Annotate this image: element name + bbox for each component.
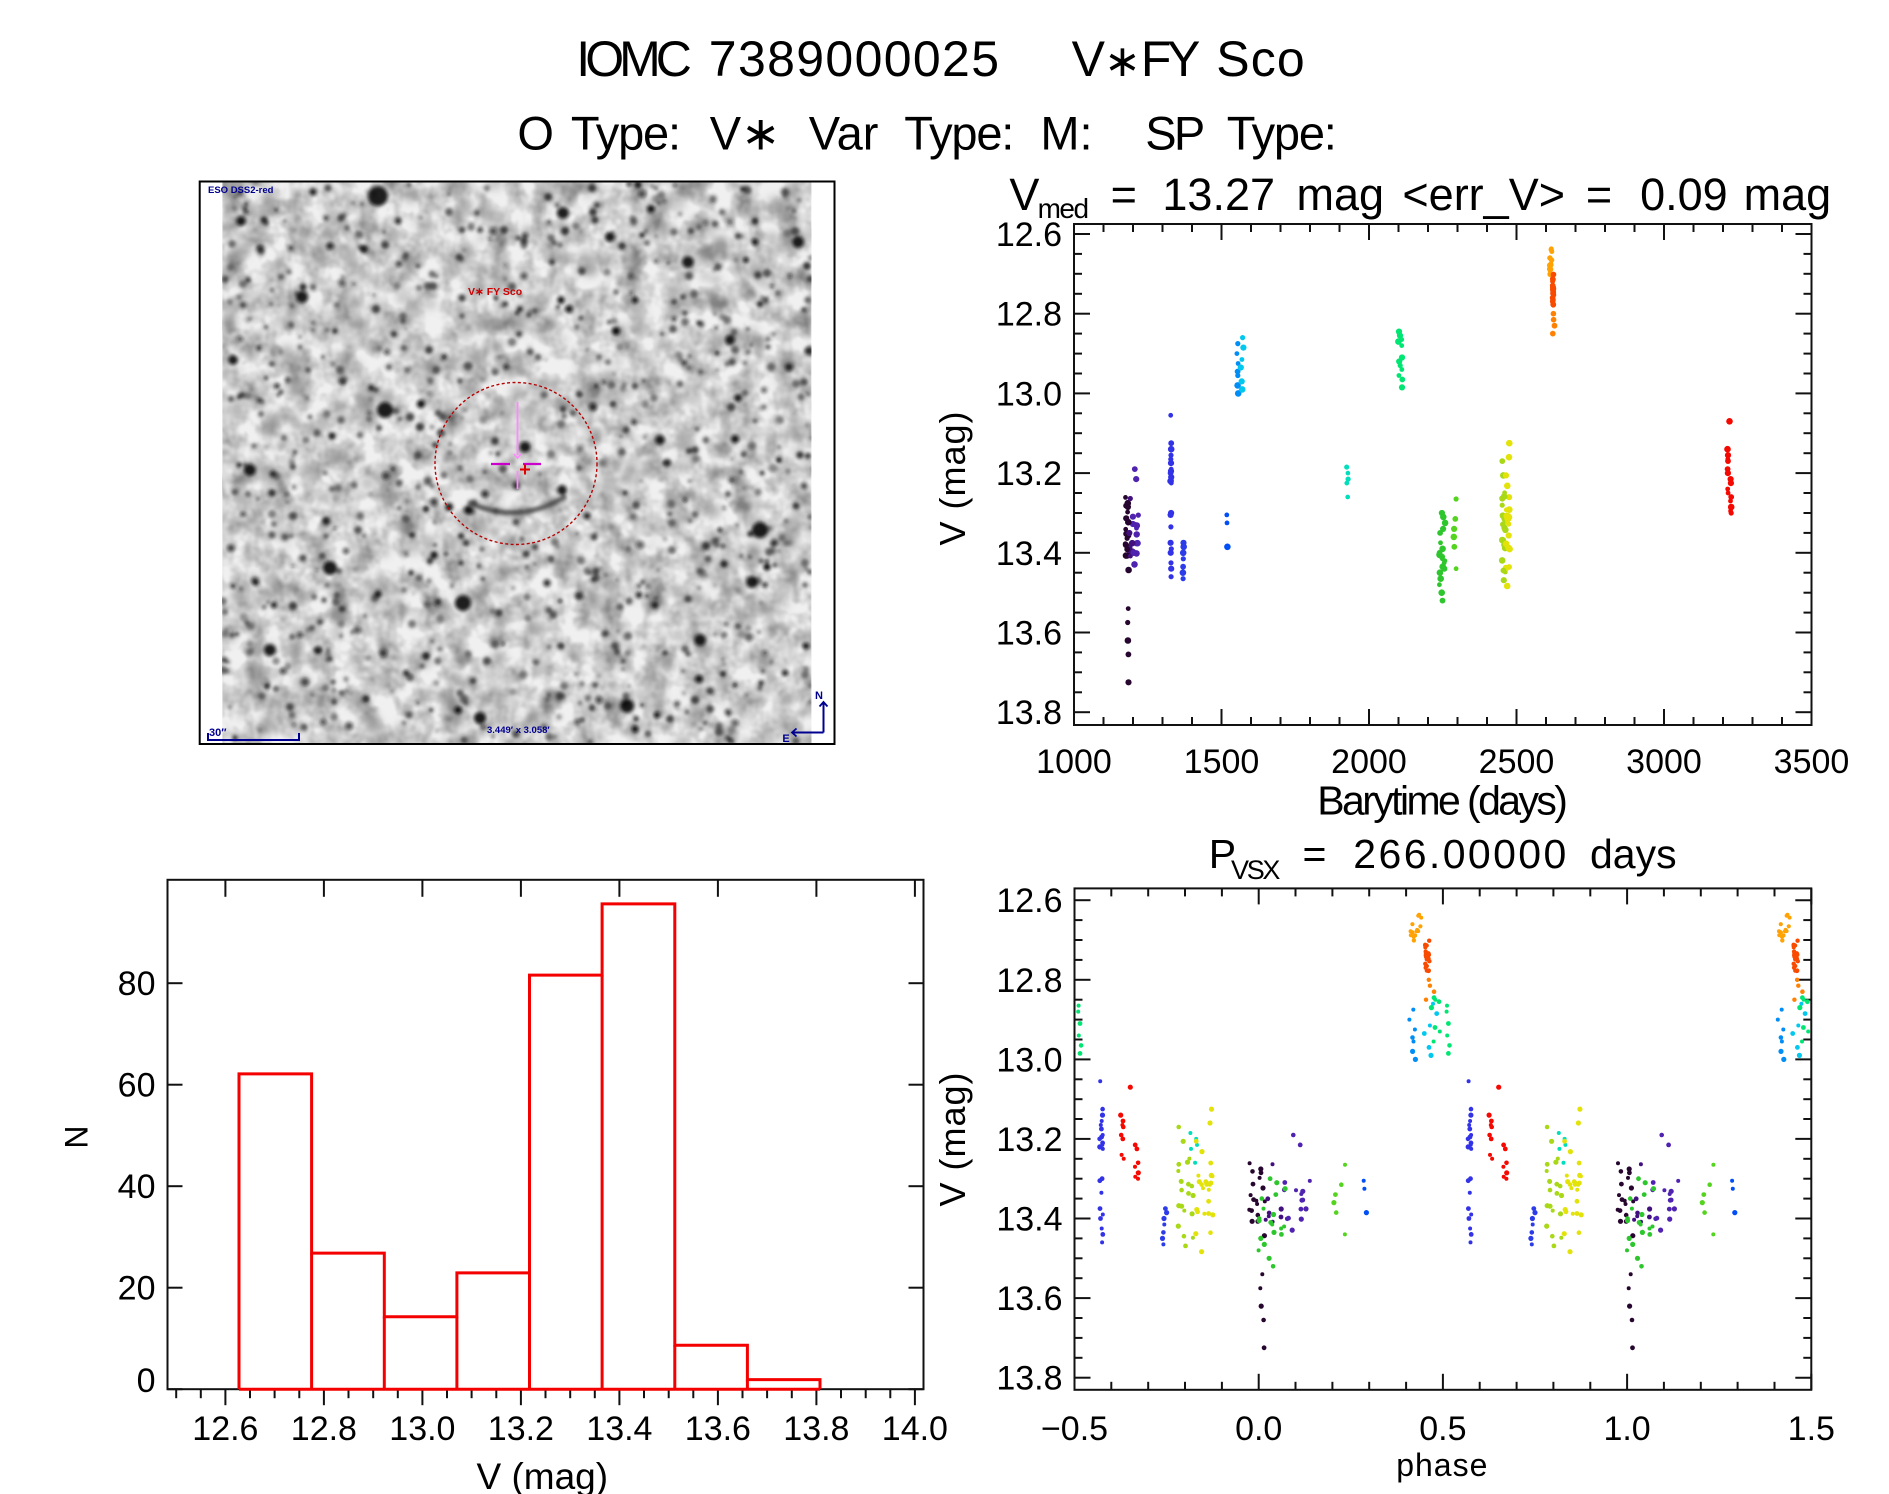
svg-text:∗: ∗ <box>1104 37 1141 86</box>
svg-text:13.8: 13.8 <box>783 1410 849 1448</box>
svg-text:Barytime (days): Barytime (days) <box>1317 778 1566 824</box>
svg-text:SP: SP <box>1145 107 1203 160</box>
svg-text:1.0: 1.0 <box>1603 1410 1650 1448</box>
svg-text:days: days <box>1590 831 1677 877</box>
svg-text:0.09: 0.09 <box>1640 169 1728 220</box>
svg-text:13.4: 13.4 <box>996 535 1062 573</box>
svg-text:1.5: 1.5 <box>1788 1410 1835 1448</box>
svg-text:14.0: 14.0 <box>882 1410 948 1448</box>
svg-text:13.2: 13.2 <box>996 455 1062 493</box>
svg-text:40: 40 <box>118 1168 156 1206</box>
svg-text:3000: 3000 <box>1626 743 1702 781</box>
svg-text:266.00000: 266.00000 <box>1353 831 1568 877</box>
svg-text:O: O <box>517 107 552 160</box>
svg-text:13.4: 13.4 <box>996 1201 1062 1239</box>
svg-text:FY: FY <box>1141 31 1200 87</box>
svg-text:Var: Var <box>809 107 879 160</box>
svg-text:VSX: VSX <box>1231 855 1280 885</box>
svg-text:=: = <box>1586 169 1612 220</box>
svg-text:12.6: 12.6 <box>996 882 1062 920</box>
svg-text:30″: 30″ <box>209 727 227 739</box>
svg-text:mag: mag <box>1297 169 1385 220</box>
svg-text:12.8: 12.8 <box>996 296 1062 334</box>
svg-text:3.449′ x 3.058′: 3.449′ x 3.058′ <box>487 725 550 736</box>
svg-text:2500: 2500 <box>1479 743 1555 781</box>
svg-text:13.2: 13.2 <box>488 1410 554 1448</box>
svg-text:7389000025: 7389000025 <box>709 31 1001 87</box>
svg-text:Type:: Type: <box>1227 107 1336 160</box>
svg-text:13.0: 13.0 <box>996 375 1062 413</box>
svg-text:13.0: 13.0 <box>996 1041 1062 1079</box>
svg-text:13.2: 13.2 <box>996 1121 1062 1159</box>
svg-text:Type:: Type: <box>904 107 1013 160</box>
svg-text:V (mag): V (mag) <box>932 1071 973 1206</box>
svg-text:=: = <box>1111 169 1137 220</box>
svg-text:V: V <box>1009 169 1039 220</box>
svg-text:0.0: 0.0 <box>1235 1410 1282 1448</box>
svg-text:13.6: 13.6 <box>996 1280 1062 1318</box>
svg-text:1500: 1500 <box>1184 743 1260 781</box>
svg-text:ESO DSS2-red: ESO DSS2-red <box>208 185 274 196</box>
svg-text:N: N <box>815 690 823 702</box>
svg-text:mag: mag <box>1744 169 1832 220</box>
svg-text:V (mag): V (mag) <box>477 1456 609 1494</box>
svg-text:13.0: 13.0 <box>389 1410 455 1448</box>
svg-text:0.5: 0.5 <box>1419 1410 1466 1448</box>
svg-text:13.4: 13.4 <box>586 1410 652 1448</box>
svg-text:E: E <box>782 733 789 745</box>
svg-text:13.6: 13.6 <box>996 615 1062 653</box>
svg-text:phase: phase <box>1396 1447 1488 1483</box>
svg-text:=: = <box>1303 831 1327 877</box>
svg-text:V∗ FY Sco: V∗ FY Sco <box>468 286 522 298</box>
svg-text:13.8: 13.8 <box>996 1360 1062 1398</box>
svg-text:12.8: 12.8 <box>996 962 1062 1000</box>
svg-text:80: 80 <box>118 965 156 1003</box>
svg-text:<err_V>: <err_V> <box>1402 169 1565 220</box>
svg-text:Type:: Type: <box>571 107 680 160</box>
svg-text:V: V <box>1072 31 1106 87</box>
svg-text:N: N <box>59 1125 95 1148</box>
svg-text:V (mag): V (mag) <box>932 410 973 545</box>
svg-text:P: P <box>1209 831 1236 877</box>
svg-text:2000: 2000 <box>1331 743 1407 781</box>
svg-text:12.8: 12.8 <box>291 1410 357 1448</box>
svg-text:med: med <box>1038 193 1088 224</box>
svg-text:13.8: 13.8 <box>996 694 1062 732</box>
svg-text:3500: 3500 <box>1774 743 1850 781</box>
svg-text:IOMC: IOMC <box>576 31 690 87</box>
svg-text:12.6: 12.6 <box>192 1410 258 1448</box>
svg-text:−0.5: −0.5 <box>1041 1410 1108 1448</box>
svg-text:12.6: 12.6 <box>996 216 1062 254</box>
svg-text:M:: M: <box>1040 107 1092 160</box>
svg-text:1000: 1000 <box>1036 743 1112 781</box>
svg-text:0: 0 <box>137 1362 156 1400</box>
svg-text:13.27: 13.27 <box>1162 169 1275 220</box>
svg-text:60: 60 <box>118 1067 156 1105</box>
svg-text:13.6: 13.6 <box>685 1410 751 1448</box>
svg-text:20: 20 <box>118 1270 156 1308</box>
svg-text:Sco: Sco <box>1216 31 1305 87</box>
svg-text:V∗: V∗ <box>710 107 781 160</box>
